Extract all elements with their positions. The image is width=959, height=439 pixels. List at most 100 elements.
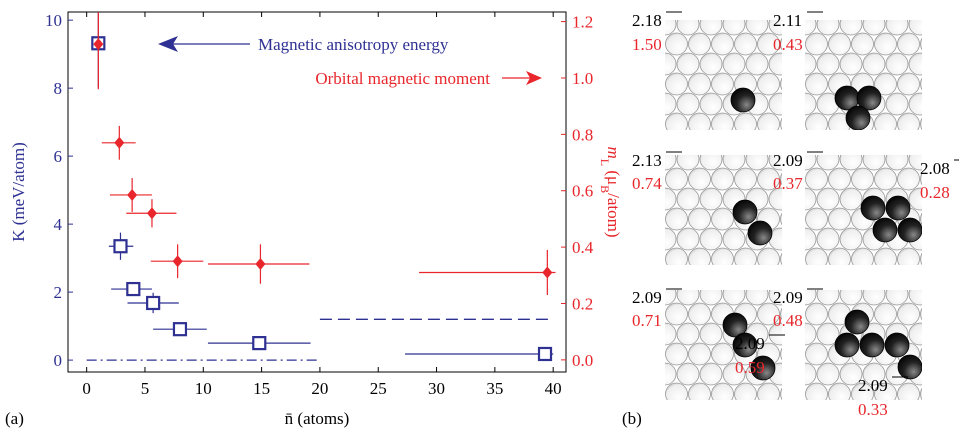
surface-atom	[898, 113, 920, 135]
surface-atom	[806, 208, 828, 230]
surface-atom	[666, 303, 688, 325]
cluster-label: 0.74	[632, 174, 662, 193]
surface-atom	[898, 383, 920, 405]
surface-atom	[643, 113, 665, 135]
surface-atom	[886, 268, 908, 290]
surface-atom	[723, 283, 745, 305]
surface-atom	[817, 228, 839, 250]
surface-atom	[875, 113, 897, 135]
surface-atom	[712, 113, 734, 135]
adatom	[731, 88, 755, 112]
surface-atom	[875, 33, 897, 55]
surface-atom	[712, 248, 734, 270]
y-tick-label: 2	[54, 283, 63, 302]
surface-atom	[666, 113, 688, 135]
surface-atom	[700, 188, 722, 210]
surface-atom	[794, 268, 816, 290]
surface-atom	[886, 93, 908, 115]
surface-atom	[666, 383, 688, 405]
panel-label: (a)	[5, 409, 24, 428]
surface-atom	[932, 53, 954, 75]
surface-atom	[863, 148, 885, 170]
surface-atom	[723, 148, 745, 170]
surface-atom	[781, 343, 803, 365]
surface-atom	[666, 248, 688, 270]
x-tick-label: 40	[545, 379, 562, 398]
surface-atom	[781, 248, 803, 270]
surface-atom	[840, 53, 862, 75]
surface-atom	[689, 383, 711, 405]
surface-atom	[643, 343, 665, 365]
surface-atom	[783, 113, 805, 135]
marker	[174, 323, 186, 335]
surface-atom	[886, 133, 908, 155]
surface-atom	[909, 13, 931, 35]
y-tick-label: 6	[54, 147, 63, 166]
surface-atom	[723, 268, 745, 290]
surface-atom	[677, 403, 699, 425]
surface-atom	[700, 268, 722, 290]
adatom	[748, 221, 772, 245]
surface-atom	[746, 403, 768, 425]
surface-atom	[852, 168, 874, 190]
surface-atom	[852, 33, 874, 55]
cluster-label: 2.09	[735, 334, 765, 353]
surface-atom	[712, 73, 734, 95]
surface-atom	[806, 33, 828, 55]
x-tick-label: 5	[141, 379, 150, 398]
x-tick-label: 0	[82, 379, 91, 398]
x-tick-label: 25	[370, 379, 387, 398]
surface-atom	[769, 53, 791, 75]
cluster-label: 2.18	[632, 11, 662, 30]
surface-atom	[654, 53, 676, 75]
surface-atom	[783, 248, 805, 270]
surface-atom	[840, 13, 862, 35]
surface-atom	[677, 53, 699, 75]
cluster-label: 1.50	[632, 35, 662, 54]
surface-atom	[817, 148, 839, 170]
surface-atom	[735, 113, 757, 135]
surface-atom	[886, 148, 908, 170]
surface-atom	[944, 383, 959, 405]
surface-atom	[769, 403, 791, 425]
surface-atom	[909, 283, 931, 305]
surface-atom	[806, 73, 828, 95]
annotation: Magnetic anisotropy energy	[258, 35, 449, 54]
surface-atom	[944, 113, 959, 135]
surface-atom	[677, 13, 699, 35]
surface-atom	[794, 228, 816, 250]
surface-atom	[677, 363, 699, 385]
surface-atom	[898, 168, 920, 190]
surface-atom	[700, 148, 722, 170]
surface-atom	[781, 113, 803, 135]
surface-atom	[700, 13, 722, 35]
surface-atom	[886, 403, 908, 425]
y-tick-label: 4	[54, 215, 63, 234]
adatom	[861, 196, 885, 220]
surface-atom	[677, 188, 699, 210]
y2-label-part: L	[598, 159, 612, 166]
y2-label-part: m	[604, 146, 623, 158]
adatom	[860, 333, 884, 357]
marker	[147, 297, 159, 309]
cluster-label: 0.59	[735, 358, 765, 377]
surface-atom	[806, 168, 828, 190]
surface-atom	[932, 13, 954, 35]
surface-atom	[677, 93, 699, 115]
y2-tick-label: 1.0	[572, 69, 593, 88]
surface-atom	[921, 208, 943, 230]
cluster-label: 2.09	[773, 288, 803, 307]
y2-label-part: B	[598, 185, 612, 193]
surface-atom	[769, 228, 791, 250]
cluster-label: 2.09	[773, 151, 803, 170]
surface-atom	[806, 113, 828, 135]
surface-atom	[817, 363, 839, 385]
adatom	[873, 218, 897, 242]
surface-atom	[898, 33, 920, 55]
surface-atom	[817, 188, 839, 210]
surface-atom	[666, 343, 688, 365]
adatom	[835, 333, 859, 357]
surface-atom	[921, 73, 943, 95]
x-tick-label: 15	[253, 379, 270, 398]
